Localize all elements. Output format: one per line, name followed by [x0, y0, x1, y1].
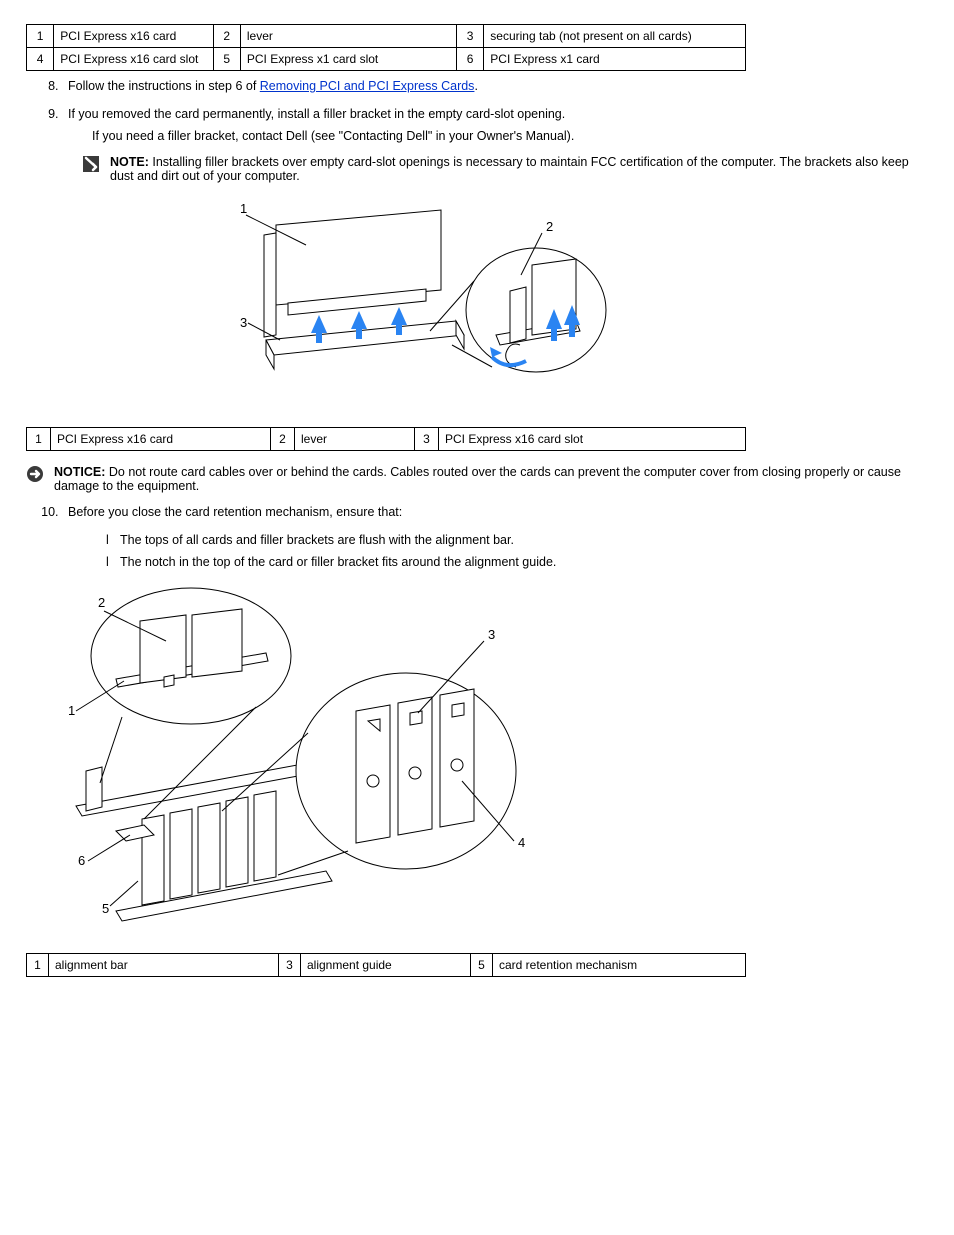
- notice-body: Do not route card cables over or behind …: [54, 465, 901, 493]
- step-10: Before you close the card retention mech…: [62, 505, 928, 519]
- t3-r1-c4: alignment guide: [301, 954, 471, 977]
- figure-2: 1 2 3 4 5 6: [46, 581, 928, 941]
- step-list-a: Follow the instructions in step 6 of Rem…: [62, 79, 928, 121]
- notice-block: NOTICE: Do not route card cables over or…: [26, 465, 928, 493]
- t2-c5: 3: [415, 428, 439, 451]
- t2-c6: PCI Express x16 card slot: [439, 428, 746, 451]
- t1-r2-c4: PCI Express x1 card slot: [240, 48, 456, 71]
- note-label: NOTE:: [110, 155, 149, 169]
- t3-r1-c1: 1: [27, 954, 49, 977]
- t1-r2-c3: 5: [213, 48, 240, 71]
- t1-r1-c5: 3: [457, 25, 484, 48]
- t3-r1-c5: 5: [471, 954, 493, 977]
- callout-table-2: 1 PCI Express x16 card 2 lever 3 PCI Exp…: [26, 427, 746, 451]
- step-8-post: .: [474, 79, 477, 93]
- fig2-callout-2: 2: [98, 595, 105, 610]
- fig1-callout-2: 2: [546, 219, 553, 234]
- note-icon: [82, 155, 100, 173]
- step-10-bullets: lThe tops of all cards and filler bracke…: [106, 533, 928, 569]
- note-body: Installing filler brackets over empty ca…: [110, 155, 909, 183]
- step-8-pre: Follow the instructions in step 6 of: [68, 79, 260, 93]
- step-9-sub: If you need a filler bracket, contact De…: [92, 129, 928, 143]
- fig2-callout-4: 4: [518, 835, 525, 850]
- t1-r2-c1: 4: [27, 48, 54, 71]
- fig2-callout-3: 3: [488, 627, 495, 642]
- t1-r2-c2: PCI Express x16 card slot: [54, 48, 213, 71]
- callout-table-3: 1 alignment bar 3 alignment guide 5 card…: [26, 953, 746, 977]
- t2-c2: PCI Express x16 card: [51, 428, 271, 451]
- step-9: If you removed the card permanently, ins…: [62, 107, 928, 121]
- t1-r1-c2: PCI Express x16 card: [54, 25, 213, 48]
- t1-r1-c1: 1: [27, 25, 54, 48]
- t1-r1-c3: 2: [213, 25, 240, 48]
- notice-icon: [26, 465, 44, 483]
- t3-r1-c3: 3: [279, 954, 301, 977]
- t2-c4: lever: [295, 428, 415, 451]
- t1-r1-c6: securing tab (not present on all cards): [484, 25, 746, 48]
- fig2-callout-6: 6: [78, 853, 85, 868]
- bullet-2: lThe notch in the top of the card or fil…: [106, 555, 928, 569]
- fig1-callout-1: 1: [240, 201, 247, 216]
- step-8-link[interactable]: Removing PCI and PCI Express Cards: [260, 79, 475, 93]
- callout-table-1: 1 PCI Express x16 card 2 lever 3 securin…: [26, 24, 746, 71]
- t2-c3: 2: [271, 428, 295, 451]
- note-text: NOTE: Installing filler brackets over em…: [110, 155, 928, 183]
- step-8: Follow the instructions in step 6 of Rem…: [62, 79, 928, 93]
- t1-r2-c5: 6: [457, 48, 484, 71]
- fig2-callout-5: 5: [102, 901, 109, 916]
- fig1-callout-3: 3: [240, 315, 247, 330]
- bullet-1: lThe tops of all cards and filler bracke…: [106, 533, 928, 547]
- step-list-b: Before you close the card retention mech…: [62, 505, 928, 519]
- note-block: NOTE: Installing filler brackets over em…: [82, 155, 928, 183]
- notice-text: NOTICE: Do not route card cables over or…: [54, 465, 928, 493]
- t2-c1: 1: [27, 428, 51, 451]
- t1-r2-c6: PCI Express x1 card: [484, 48, 746, 71]
- fig2-callout-1: 1: [68, 703, 75, 718]
- t3-r1-c2: alignment bar: [49, 954, 279, 977]
- t1-r1-c4: lever: [240, 25, 456, 48]
- notice-label: NOTICE:: [54, 465, 105, 479]
- t3-r1-c6: card retention mechanism: [493, 954, 746, 977]
- figure-1: 1 2 3: [196, 195, 928, 415]
